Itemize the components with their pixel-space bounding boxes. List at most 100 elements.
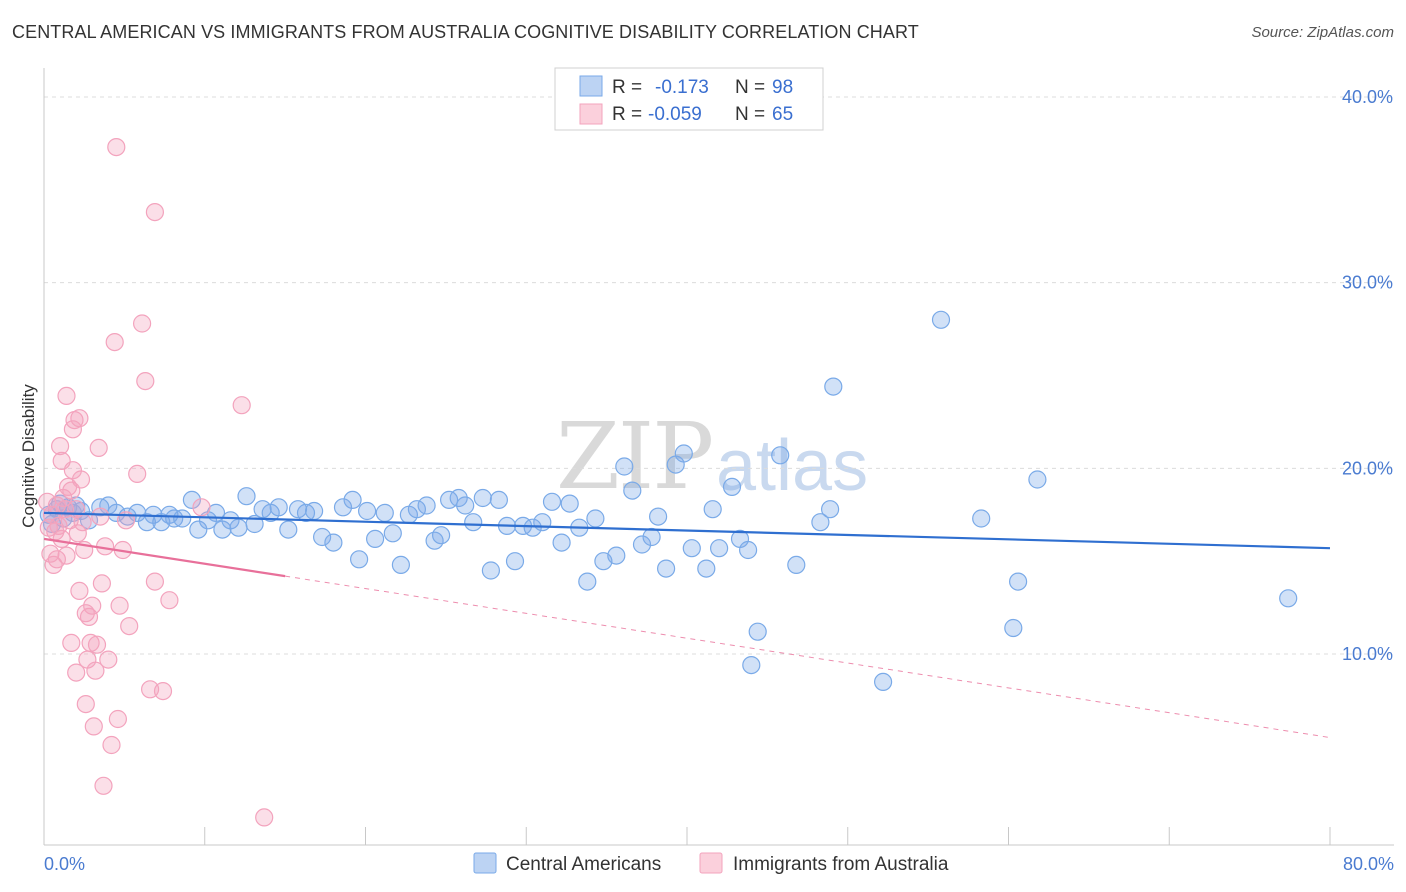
point-australia-60[interactable]: [57, 386, 76, 405]
point-central-95[interactable]: [931, 310, 951, 329]
point-central-38[interactable]: [324, 533, 343, 552]
point-central-96[interactable]: [972, 509, 991, 528]
point-australia-53[interactable]: [153, 681, 173, 701]
point-australia-31[interactable]: [86, 661, 105, 680]
point-central-71[interactable]: [607, 546, 626, 565]
point-australia-64[interactable]: [76, 694, 95, 714]
point-australia-39[interactable]: [102, 735, 121, 755]
point-central-73[interactable]: [623, 481, 642, 500]
point-central-58[interactable]: [489, 490, 508, 509]
bottom-legend-swatch-australia[interactable]: [699, 852, 723, 874]
point-central-77[interactable]: [656, 559, 676, 578]
point-australia-47[interactable]: [128, 464, 147, 483]
point-central-53[interactable]: [449, 488, 468, 508]
point-central-55[interactable]: [464, 513, 483, 532]
point-central-39[interactable]: [333, 498, 353, 517]
point-central-84[interactable]: [722, 477, 742, 496]
point-central-92[interactable]: [820, 500, 840, 519]
point-central-20[interactable]: [173, 509, 192, 528]
point-central-75[interactable]: [642, 527, 661, 547]
source-credit[interactable]: Source: ZipAtlas.com: [1251, 24, 1394, 41]
point-central-28[interactable]: [237, 487, 256, 506]
point-australia-43[interactable]: [110, 596, 129, 615]
point-central-15[interactable]: [137, 513, 156, 532]
point-central-74[interactable]: [632, 535, 652, 554]
point-central-42[interactable]: [358, 501, 377, 521]
point-australia-40[interactable]: [105, 333, 124, 352]
point-australia-46[interactable]: [120, 616, 139, 636]
point-central-36[interactable]: [305, 501, 324, 521]
point-central-94[interactable]: [873, 672, 893, 692]
point-australia-62[interactable]: [52, 529, 71, 549]
point-central-43[interactable]: [366, 529, 385, 549]
point-central-54[interactable]: [456, 496, 475, 515]
point-australia-42[interactable]: [108, 709, 128, 729]
point-australia-58[interactable]: [67, 663, 86, 682]
point-australia-54[interactable]: [160, 591, 179, 610]
point-australia-17[interactable]: [63, 420, 83, 439]
point-central-44[interactable]: [375, 503, 394, 523]
point-central-57[interactable]: [481, 561, 500, 580]
point-central-68[interactable]: [578, 572, 597, 591]
point-australia-8[interactable]: [50, 437, 70, 456]
point-central-48[interactable]: [407, 500, 426, 519]
point-australia-22[interactable]: [71, 470, 91, 489]
point-central-99[interactable]: [1028, 470, 1047, 489]
point-australia-30[interactable]: [84, 717, 103, 736]
point-central-83[interactable]: [709, 539, 729, 558]
point-australia-35[interactable]: [92, 574, 112, 593]
point-central-21[interactable]: [182, 490, 201, 509]
point-central-91[interactable]: [811, 513, 830, 532]
point-central-22[interactable]: [189, 520, 208, 539]
bottom-legend-label-central[interactable]: Central Americans: [506, 854, 661, 875]
point-australia-52[interactable]: [145, 572, 164, 591]
point-central-76[interactable]: [648, 507, 668, 526]
point-central-79[interactable]: [674, 444, 693, 463]
point-central-27[interactable]: [229, 518, 248, 537]
point-australia-33[interactable]: [89, 438, 108, 457]
point-australia-51[interactable]: [145, 203, 164, 222]
point-central-87[interactable]: [748, 622, 767, 641]
point-central-80[interactable]: [682, 539, 701, 558]
point-central-89[interactable]: [771, 446, 790, 465]
point-central-51[interactable]: [432, 526, 451, 545]
point-australia-20[interactable]: [68, 524, 87, 543]
point-central-82[interactable]: [703, 500, 722, 519]
point-central-69[interactable]: [586, 509, 605, 528]
point-central-14[interactable]: [128, 503, 147, 523]
point-australia-4[interactable]: [44, 555, 63, 575]
point-central-98[interactable]: [1008, 572, 1028, 591]
point-central-40[interactable]: [343, 490, 362, 509]
point-australia-23[interactable]: [73, 513, 92, 532]
point-central-90[interactable]: [787, 555, 806, 575]
point-central-64[interactable]: [542, 492, 562, 511]
point-australia-63[interactable]: [70, 409, 89, 428]
point-australia-56[interactable]: [232, 396, 251, 415]
point-central-62[interactable]: [523, 518, 542, 537]
point-central-45[interactable]: [383, 524, 402, 543]
point-australia-28[interactable]: [81, 633, 100, 653]
point-central-63[interactable]: [533, 513, 552, 532]
point-central-60[interactable]: [505, 552, 525, 571]
point-australia-41[interactable]: [107, 138, 126, 157]
point-australia-27[interactable]: [79, 607, 99, 627]
point-australia-48[interactable]: [133, 314, 152, 333]
point-australia-61[interactable]: [47, 496, 67, 515]
point-australia-32[interactable]: [87, 635, 107, 654]
point-central-86[interactable]: [738, 540, 758, 560]
point-central-81[interactable]: [697, 559, 716, 578]
point-central-33[interactable]: [279, 520, 298, 539]
bottom-legend-label-australia[interactable]: Immigrants from Australia: [733, 854, 949, 875]
point-central-97[interactable]: [1004, 618, 1023, 638]
point-central-88[interactable]: [742, 655, 761, 675]
point-central-93[interactable]: [824, 377, 843, 396]
point-central-72[interactable]: [615, 457, 634, 476]
point-australia-55[interactable]: [192, 498, 211, 517]
point-australia-38[interactable]: [99, 650, 118, 669]
point-australia-21[interactable]: [70, 581, 89, 601]
point-central-56[interactable]: [473, 488, 492, 508]
point-central-9[interactable]: [79, 511, 99, 530]
point-australia-6[interactable]: [47, 550, 67, 569]
point-central-66[interactable]: [560, 494, 579, 513]
point-australia-49[interactable]: [136, 372, 155, 391]
